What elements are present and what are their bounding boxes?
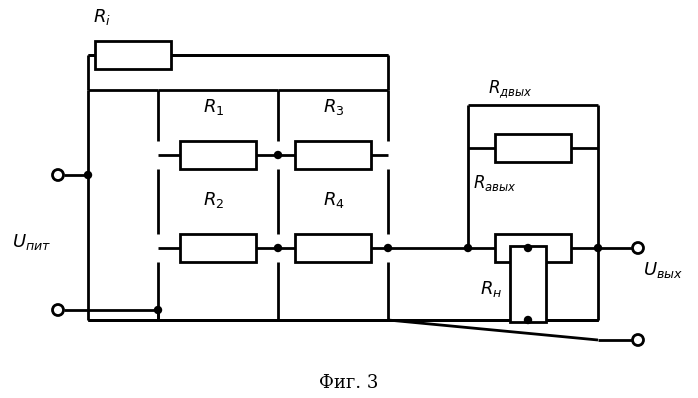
Circle shape <box>524 244 531 252</box>
Bar <box>295 234 371 262</box>
Text: $U_{вых}$: $U_{вых}$ <box>643 260 683 280</box>
Circle shape <box>274 244 281 252</box>
Circle shape <box>154 306 161 314</box>
Text: $R_{двых}$: $R_{двых}$ <box>488 78 533 100</box>
Circle shape <box>632 242 644 254</box>
Circle shape <box>385 244 392 252</box>
Circle shape <box>274 152 281 158</box>
Circle shape <box>464 244 472 252</box>
Text: $R_2$: $R_2$ <box>203 190 224 210</box>
Bar <box>510 246 546 322</box>
Text: $R_{авых}$: $R_{авых}$ <box>473 173 517 193</box>
Bar <box>180 141 256 169</box>
Text: $R_i$: $R_i$ <box>93 7 111 27</box>
Bar <box>95 41 171 69</box>
Text: $R_{н}$: $R_{н}$ <box>480 279 503 299</box>
Circle shape <box>84 172 91 178</box>
Circle shape <box>52 170 64 181</box>
Text: $R_1$: $R_1$ <box>203 97 224 117</box>
Bar <box>295 141 371 169</box>
Text: $R_4$: $R_4$ <box>323 190 345 210</box>
Bar <box>180 234 256 262</box>
Text: $R_3$: $R_3$ <box>323 97 344 117</box>
Text: Фиг. 3: Фиг. 3 <box>319 374 379 392</box>
Bar <box>495 134 571 162</box>
Circle shape <box>595 244 602 252</box>
Text: $U_{пит}$: $U_{пит}$ <box>12 232 51 252</box>
Circle shape <box>632 334 644 345</box>
Circle shape <box>52 304 64 316</box>
Bar <box>495 234 571 262</box>
Circle shape <box>524 316 531 324</box>
